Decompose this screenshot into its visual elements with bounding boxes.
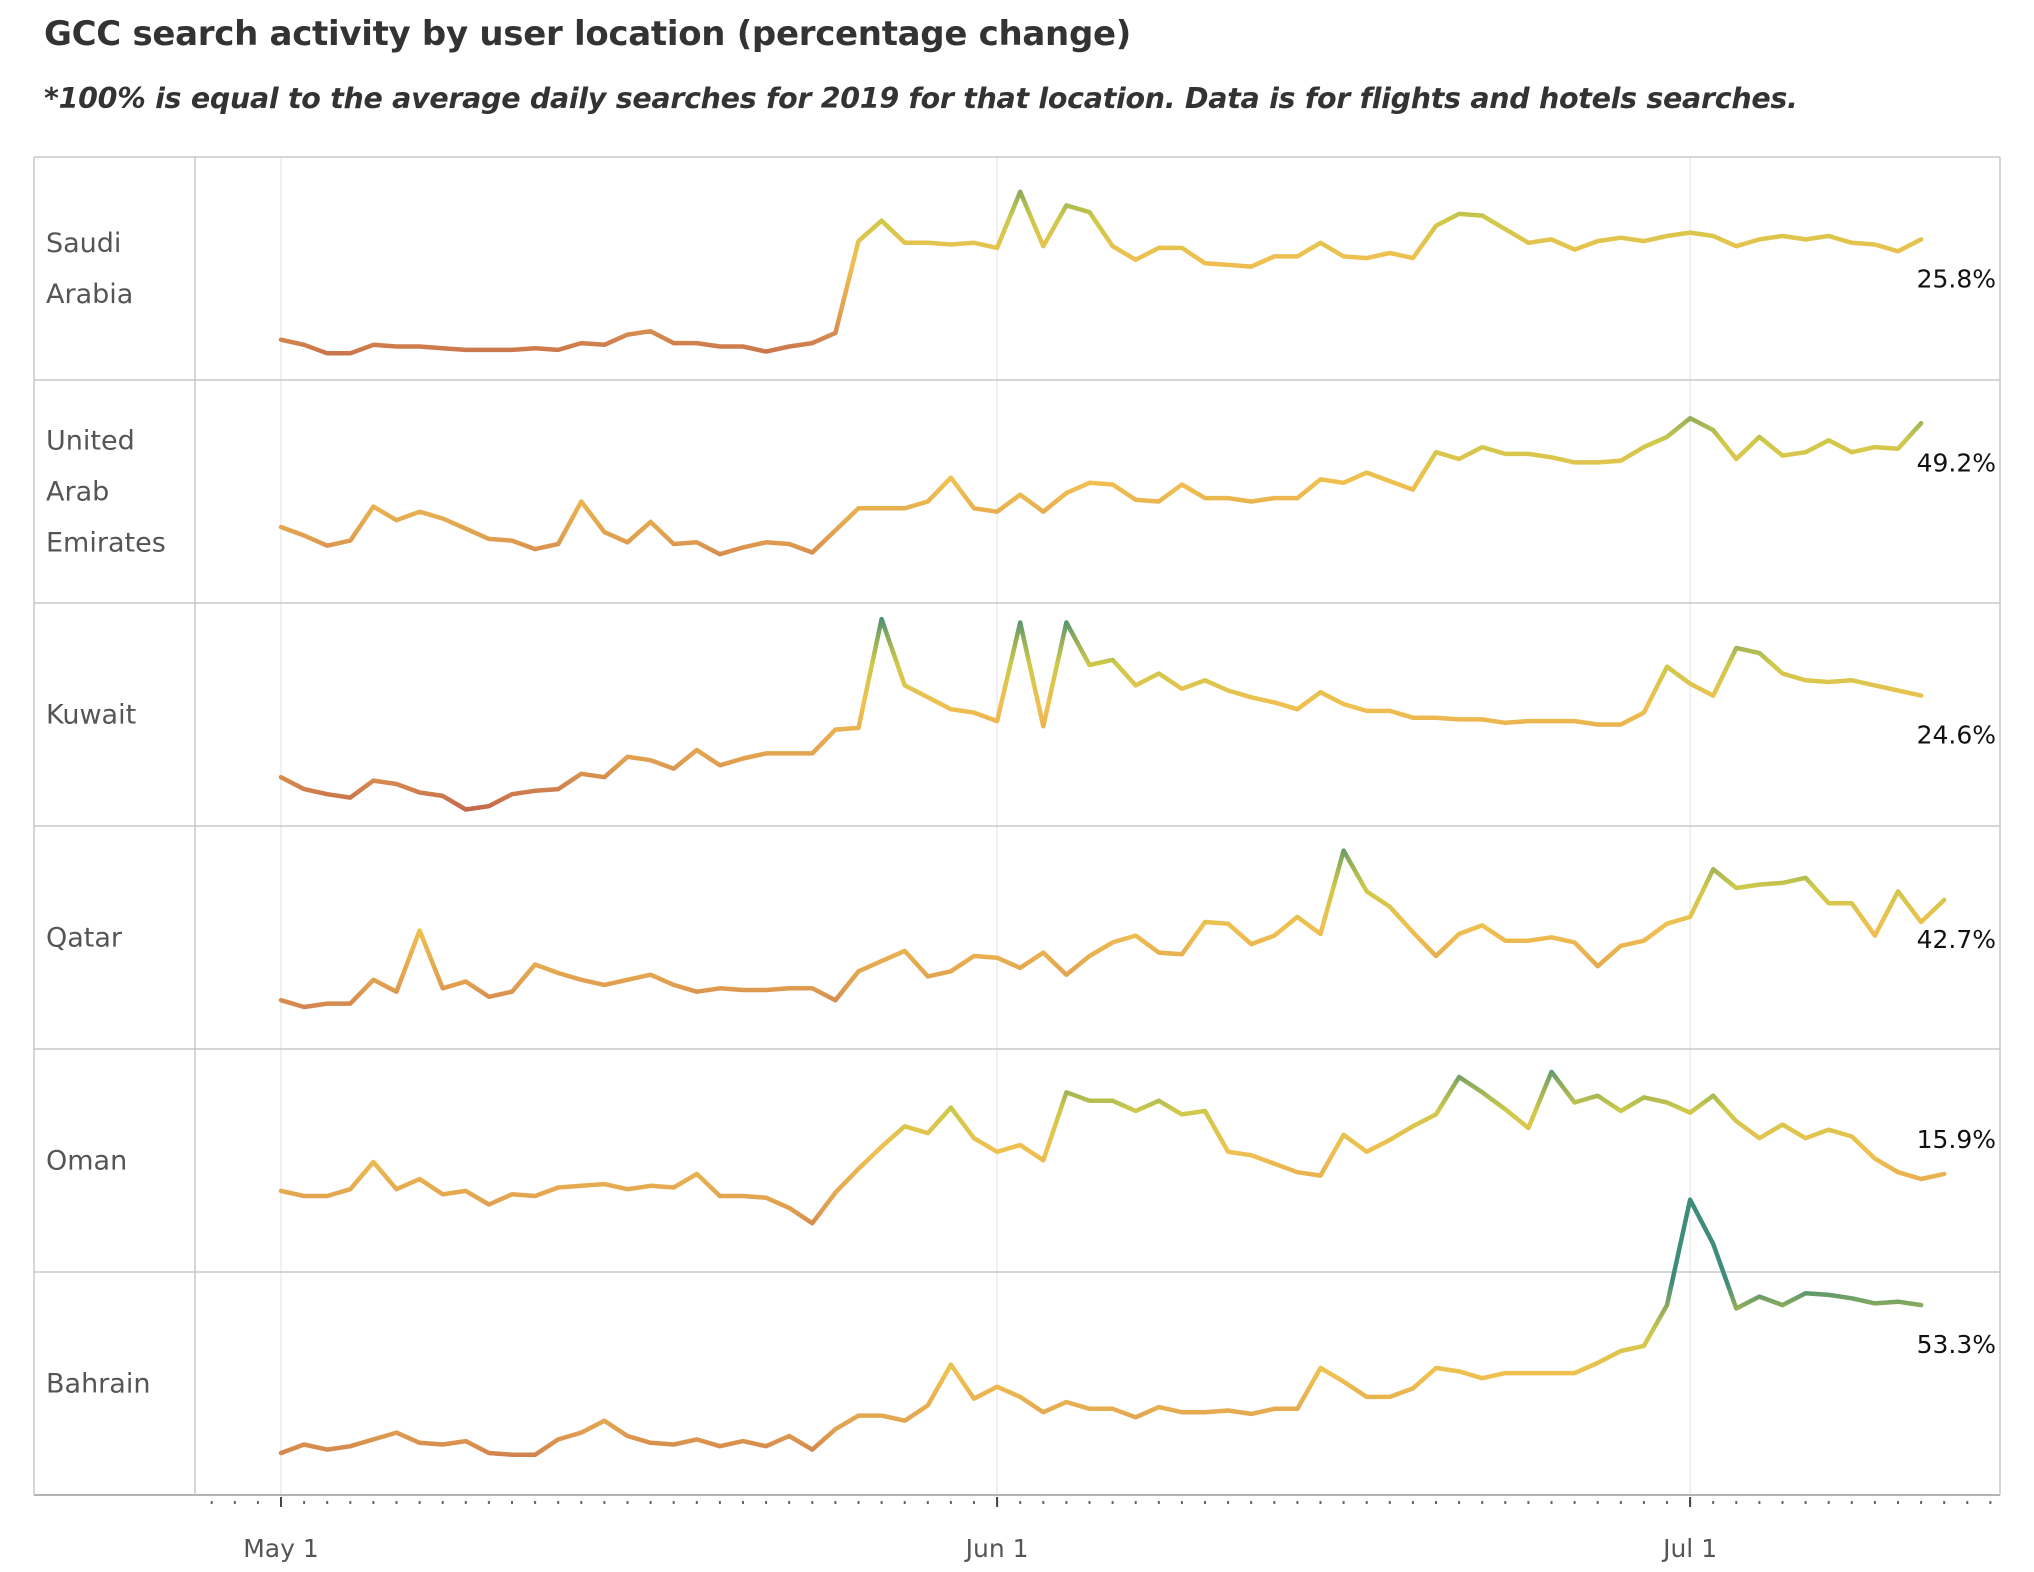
chart-title: GCC search activity by user location (pe… — [44, 14, 1131, 54]
end-value-label: 53.3% — [1917, 1330, 1996, 1359]
series-bahrain: Bahrain 53.3% — [46, 1197, 1996, 1457]
x-tick-label: May 1 — [243, 1534, 319, 1563]
series-line — [278, 415, 1924, 557]
end-value-label: 15.9% — [1917, 1125, 1996, 1154]
x-tick-label: Jul 1 — [1661, 1534, 1717, 1563]
series-saudi-arabia: Saudi Arabia 25.8% — [46, 189, 1996, 356]
series-line — [278, 1197, 1924, 1457]
x-axis: May 1 Jun 1 Jul 1 — [210, 1497, 1992, 1563]
row-label-line: Saudi — [46, 228, 121, 259]
series-line — [278, 189, 1924, 356]
series-line — [278, 1069, 1947, 1226]
series-united-arab-emirates: United Arab Emirates 49.2% — [46, 415, 1996, 559]
panels: Saudi Arabia 25.8% United Arab Emirates 49.2% K… — [33, 156, 2001, 1496]
series-line — [278, 616, 1924, 812]
series-qatar: Qatar 42.7% — [46, 848, 1996, 1010]
series-oman: Oman 15.9% — [46, 1069, 1996, 1226]
row-label: Kuwait — [46, 700, 136, 731]
row-label-line: Qatar — [46, 923, 123, 954]
row-label-line: Oman — [46, 1146, 127, 1177]
end-value-label: 42.7% — [1917, 925, 1996, 954]
end-value-label: 25.8% — [1917, 264, 1996, 293]
row-label-line: Bahrain — [46, 1369, 150, 1400]
row-label: United Arab Emirates — [46, 426, 166, 559]
series-kuwait: Kuwait 24.6% — [46, 616, 1996, 812]
chart-subtitle: *100% is equal to the average daily sear… — [44, 82, 1798, 115]
row-label-line: Kuwait — [46, 700, 136, 731]
row-label: Bahrain — [46, 1369, 150, 1400]
row-label: Saudi Arabia — [46, 228, 133, 310]
row-label-line: Arab — [46, 477, 109, 508]
end-value-label: 49.2% — [1917, 448, 1996, 477]
row-label-line: Emirates — [46, 528, 166, 559]
end-value-label: 24.6% — [1917, 721, 1996, 750]
row-label: Qatar — [46, 923, 123, 954]
row-label: Oman — [46, 1146, 127, 1177]
x-tick-label: Jun 1 — [964, 1534, 1029, 1563]
row-label-line: United — [46, 426, 135, 457]
row-label-line: Arabia — [46, 279, 133, 310]
series-line — [278, 848, 1947, 1010]
